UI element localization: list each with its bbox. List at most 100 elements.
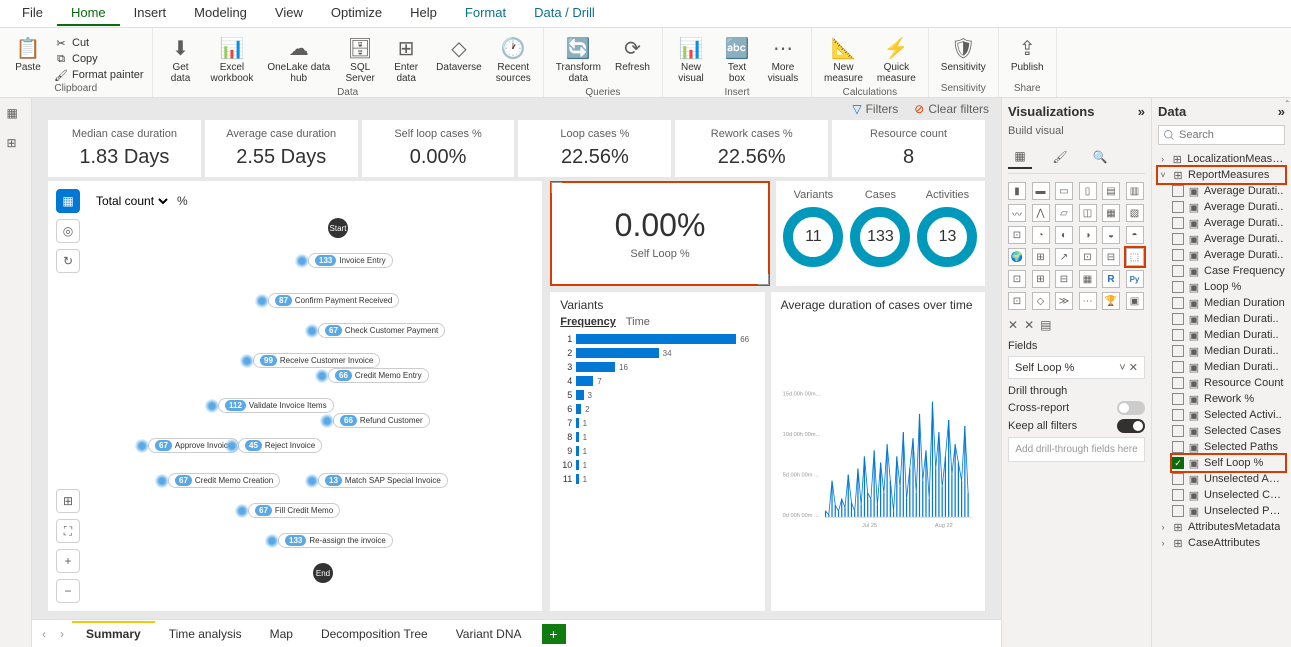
viz-tool-2[interactable]: ✕ [1024, 318, 1034, 332]
field-item[interactable]: ▣Resource Count [1172, 375, 1285, 391]
menu-insert[interactable]: Insert [120, 1, 181, 26]
model-view-icon[interactable]: ⊞ [7, 136, 25, 154]
viz-type-11[interactable]: ▧ [1126, 204, 1144, 222]
variants-chart[interactable]: Variants FrequencyTime 16623431647536271… [550, 292, 764, 611]
process-node[interactable]: 67Fill Credit Memo [248, 503, 340, 518]
publish-button[interactable]: ⇪ Publish [1007, 34, 1048, 75]
viz-type-1[interactable]: ▬ [1032, 182, 1050, 200]
report-tab-map[interactable]: Map [256, 621, 307, 645]
field-checkbox[interactable] [1172, 217, 1184, 229]
ribbon-refresh[interactable]: ⟳Refresh [611, 34, 654, 75]
keep-filters-toggle[interactable] [1117, 419, 1145, 433]
donut-cases[interactable]: Cases133 [850, 189, 910, 278]
viz-type-15[interactable]: ◑ [1079, 226, 1097, 244]
kpi-card[interactable]: Median case duration1.83 Days [48, 120, 201, 177]
expand-icon[interactable]: › [1158, 522, 1168, 532]
paste-button[interactable]: 📋 Paste [8, 34, 48, 75]
viz-type-24[interactable]: ⊡ [1008, 270, 1026, 288]
process-fullscreen-icon[interactable]: ⛶ [56, 519, 80, 543]
ribbon-collapse-icon[interactable]: ˆ [1286, 100, 1289, 111]
ribbon-quick-measure[interactable]: ⚡Quickmeasure [873, 34, 920, 86]
build-fields-icon[interactable]: ▦ [1008, 145, 1032, 169]
sensitivity-button[interactable]: 🛡 Sensitivity [937, 34, 990, 75]
field-item[interactable]: ▣Median Durati.. [1172, 311, 1285, 327]
duration-chart[interactable]: Average duration of cases over time 15d … [771, 292, 985, 611]
field-checkbox[interactable] [1172, 233, 1184, 245]
field-item[interactable]: ▣Average Durati.. [1172, 215, 1285, 231]
viz-type-28[interactable]: R [1102, 270, 1120, 288]
process-graph[interactable]: Start End 133Invoice Entry87Confirm Paym… [88, 213, 534, 553]
field-checkbox[interactable] [1172, 329, 1184, 341]
menu-help[interactable]: Help [396, 1, 451, 26]
build-analytics-icon[interactable]: 🔍 [1088, 145, 1112, 169]
copy-button[interactable]: ⧉Copy [54, 52, 144, 66]
ribbon-enter-data[interactable]: ⊞Enterdata [386, 34, 426, 86]
field-checkbox[interactable] [1172, 505, 1184, 517]
process-node[interactable]: 112Validate Invoice Items [218, 398, 334, 413]
viz-type-18[interactable]: 🌍 [1008, 248, 1026, 266]
table-reportmeasures[interactable]: ˅⊞ReportMeasures [1158, 167, 1285, 183]
process-view-frequency[interactable]: ▦ [56, 189, 80, 213]
kpi-card[interactable]: Resource count8 [832, 120, 985, 177]
field-item[interactable]: ▣Selected Cases [1172, 423, 1285, 439]
menu-modeling[interactable]: Modeling [180, 1, 261, 26]
field-item[interactable]: ▣Median Durati.. [1172, 359, 1285, 375]
field-item[interactable]: ▣Average Durati.. [1172, 183, 1285, 199]
field-item[interactable]: ▣Unselected Paths [1172, 503, 1285, 519]
process-node[interactable]: 67Credit Memo Creation [168, 473, 280, 488]
process-node[interactable]: 13Match SAP Special Invoice [318, 473, 448, 488]
field-checkbox[interactable] [1172, 185, 1184, 197]
process-node[interactable]: 87Confirm Payment Received [268, 293, 399, 308]
viz-type-25[interactable]: ⊞ [1032, 270, 1050, 288]
kpi-card[interactable]: Average case duration2.55 Days [205, 120, 358, 177]
viz-tool-3[interactable]: ▤ [1040, 318, 1051, 332]
viz-type-10[interactable]: ▦ [1102, 204, 1120, 222]
process-node[interactable]: 133Re-assign the invoice [278, 533, 393, 548]
filters-button[interactable]: ▽ Filters [852, 102, 898, 116]
process-node[interactable]: 67Check Customer Payment [318, 323, 445, 338]
field-checkbox[interactable] [1172, 249, 1184, 261]
field-remove-icon[interactable]: ˅ ✕ [1119, 361, 1138, 374]
collapse-viz-icon[interactable]: » [1138, 104, 1145, 119]
viz-type-14[interactable]: ◐ [1055, 226, 1073, 244]
viz-type-7[interactable]: ⋀ [1032, 204, 1050, 222]
expand-icon[interactable]: › [1158, 538, 1168, 548]
collapse-data-icon[interactable]: » [1278, 104, 1285, 119]
viz-type-19[interactable]: ⊞ [1032, 248, 1050, 266]
viz-type-12[interactable]: ⊡ [1008, 226, 1026, 244]
process-zoom-in[interactable]: + [56, 549, 80, 573]
process-metric-dropdown[interactable]: Total count [92, 193, 171, 209]
ribbon-more-visuals[interactable]: ⋯Morevisuals [763, 34, 803, 86]
viz-type-8[interactable]: ▱ [1055, 204, 1073, 222]
kpi-card[interactable]: Loop cases %22.56% [518, 120, 671, 177]
viz-type-35[interactable]: ▣ [1126, 292, 1144, 310]
viz-type-26[interactable]: ⊟ [1055, 270, 1073, 288]
field-checkbox[interactable] [1172, 489, 1184, 501]
report-tab-variant-dna[interactable]: Variant DNA [442, 621, 536, 645]
table-localizationmeasures[interactable]: ›⊞LocalizationMeasures [1158, 151, 1285, 167]
menu-format[interactable]: Format [451, 1, 520, 26]
field-well[interactable]: Self Loop % ˅ ✕ [1008, 356, 1145, 379]
kpi-card[interactable]: Self loop cases %0.00% [362, 120, 515, 177]
ribbon-excel-workbook[interactable]: 📊Excelworkbook [207, 34, 258, 86]
viz-tool-1[interactable]: ✕ [1008, 318, 1018, 332]
drill-well[interactable]: Add drill-through fields here [1008, 437, 1145, 462]
format-painter-button[interactable]: 🖌Format painter [54, 68, 144, 82]
field-item[interactable]: ▣Median Duration [1172, 295, 1285, 311]
ribbon-new-measure[interactable]: 📐Newmeasure [820, 34, 867, 86]
viz-type-0[interactable]: ▮ [1008, 182, 1026, 200]
process-node[interactable]: 66Refund Customer [333, 413, 430, 428]
field-checkbox[interactable] [1172, 313, 1184, 325]
field-item[interactable]: ▣Selected Paths [1172, 439, 1285, 455]
menu-view[interactable]: View [261, 1, 317, 26]
process-node[interactable]: 66Credit Memo Entry [328, 368, 429, 383]
build-format-icon[interactable]: 🖌 [1048, 145, 1072, 169]
viz-type-34[interactable]: 🏆 [1102, 292, 1120, 310]
tab-prev[interactable]: ‹ [36, 627, 52, 641]
ribbon-get-data[interactable]: ⬇Getdata [161, 34, 201, 86]
field-checkbox[interactable] [1172, 441, 1184, 453]
cross-report-toggle[interactable] [1117, 401, 1145, 415]
viz-type-6[interactable]: 〰 [1008, 204, 1026, 222]
viz-type-23[interactable]: ⬚ [1126, 248, 1144, 266]
menu-datadrill[interactable]: Data / Drill [520, 1, 609, 26]
